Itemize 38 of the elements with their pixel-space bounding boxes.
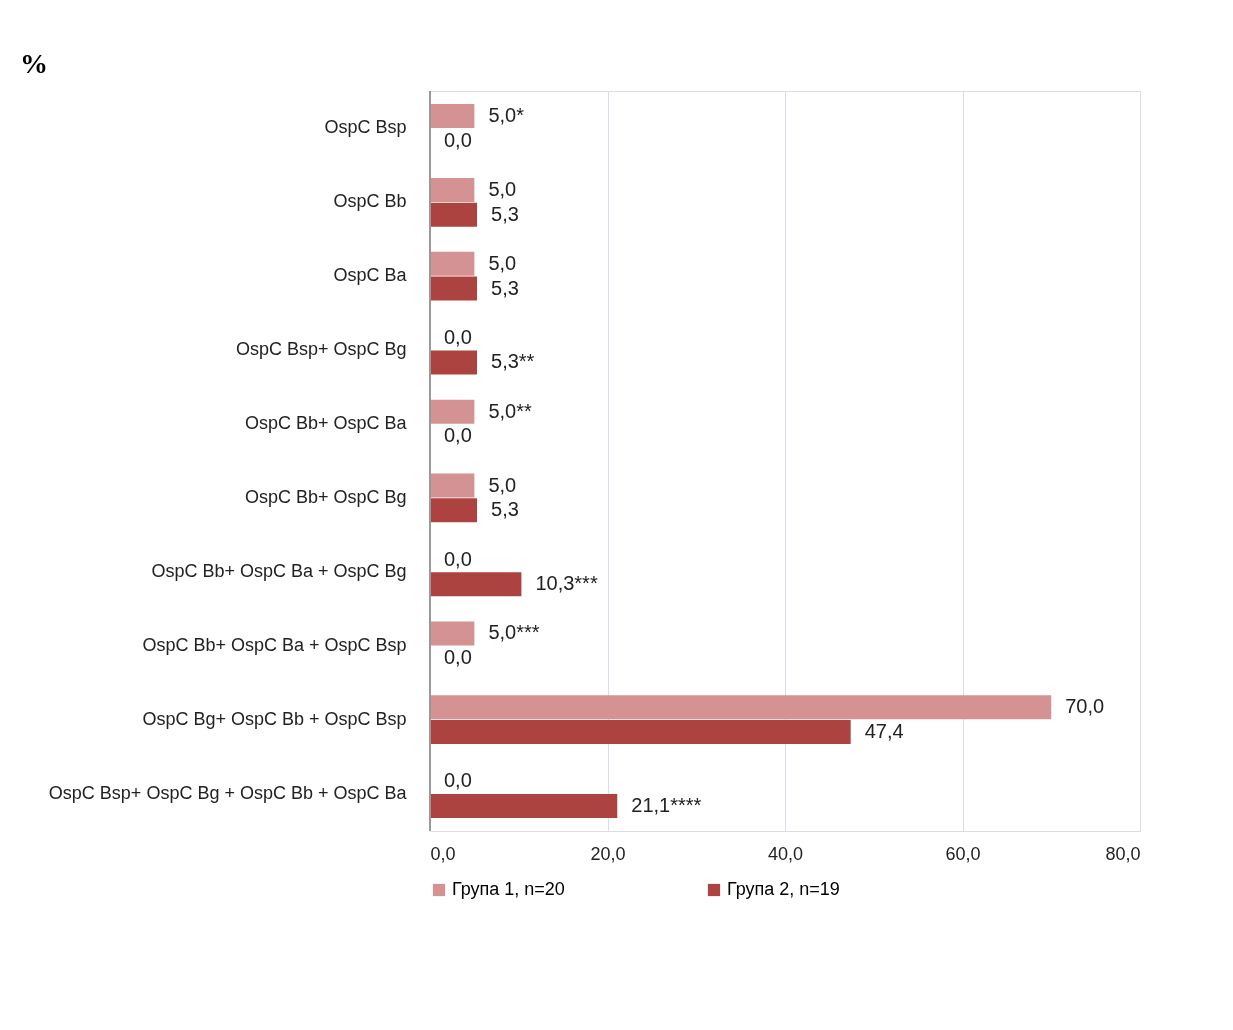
y-tick-label: OspC Bb+ OspC Ba + OspC Bsp: [142, 634, 407, 655]
data-label: 5,3**: [491, 350, 535, 373]
y-tick-label: OspC Bb+ OspC Ba: [244, 413, 408, 434]
data-label: 5,0: [488, 177, 517, 200]
data-label: 0,0: [444, 325, 472, 348]
data-label: 5,3: [491, 202, 519, 225]
data-label: 0,0: [444, 769, 472, 792]
x-tick-label: 0,0: [430, 843, 456, 864]
y-tick-label: OspC Ba: [333, 265, 408, 286]
data-label: 5,0**: [488, 399, 532, 422]
legend-label: Група 1, n=20: [452, 879, 565, 899]
data-label: 5,0: [488, 473, 517, 496]
y-tick-label: OspC Bb: [333, 191, 407, 212]
data-label: 5,0*: [488, 103, 525, 126]
y-tick-label: OspC Bsp: [324, 117, 407, 138]
x-tick-label: 40,0: [767, 843, 804, 864]
data-label: 70,0: [1065, 695, 1105, 718]
data-label: 0,0: [444, 128, 472, 151]
y-tick-label: OspC Bb+ OspC Ba + OspC Bg: [151, 560, 407, 581]
y-tick-label: OspC Bb+ OspC Bg: [244, 486, 407, 507]
y-tick-label: OspC Bg+ OspC Bb + OspC Bsp: [142, 708, 407, 729]
y-tick-label: OspC Bsp+ OspC Bg: [235, 339, 407, 360]
data-label: 5,3: [491, 276, 519, 299]
data-label: 21,1****: [631, 794, 702, 817]
data-label: 0,0: [444, 424, 472, 447]
legend-label: Група 2, n=19: [727, 879, 840, 899]
data-label: 10,3***: [535, 572, 598, 595]
x-tick-label: 60,0: [945, 843, 981, 864]
data-label: 0,0: [444, 547, 472, 570]
data-label: 5,3: [491, 498, 519, 521]
text: %: [20, 47, 48, 79]
x-tick-label: 20,0: [590, 843, 626, 864]
data-label: 5,0: [488, 251, 517, 274]
data-label: 47,4: [864, 720, 904, 743]
x-tick-label: 80,0: [1105, 843, 1141, 864]
y-tick-label: OspC Bsp+ OspC Bg + OspC Bb + OspC Ba: [48, 782, 408, 803]
data-label: 5,0***: [488, 621, 540, 644]
data-label: 0,0: [444, 646, 472, 669]
